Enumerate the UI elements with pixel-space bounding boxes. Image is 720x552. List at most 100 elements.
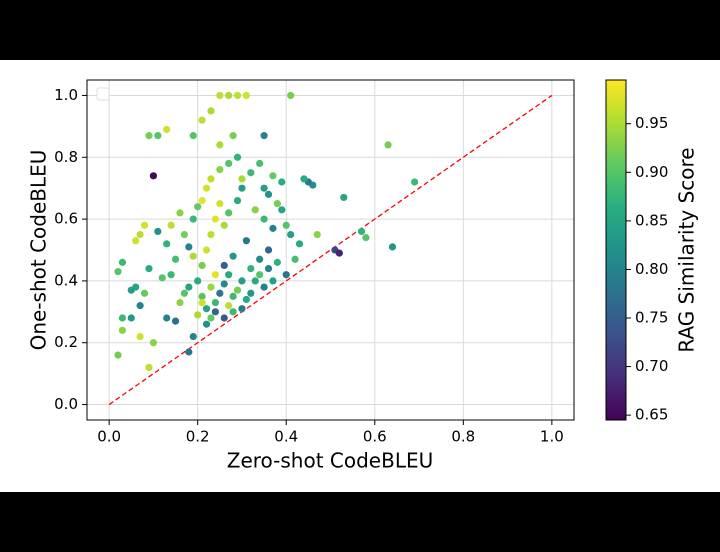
scatter-point — [256, 159, 264, 168]
x-tick-label: 0.2 — [186, 428, 210, 446]
scatter-point — [260, 132, 268, 140]
scatter-point — [269, 172, 277, 180]
scatter-point — [233, 91, 242, 100]
scatter-point — [238, 277, 246, 285]
scatter-point — [247, 289, 255, 297]
scatter-point — [211, 298, 219, 307]
scatter-point — [158, 274, 166, 282]
scatter-point — [220, 221, 228, 229]
scatter-point — [229, 308, 237, 316]
scatter-point — [207, 314, 215, 322]
scatter-point — [154, 132, 162, 140]
scatter-point — [273, 200, 281, 208]
scatter-point — [140, 221, 149, 229]
scatter-point — [282, 271, 290, 279]
colorbar — [605, 79, 627, 421]
colorbar-label: RAG Similarity Score — [675, 147, 699, 352]
scatter-point — [202, 320, 211, 328]
scatter-point — [388, 243, 397, 251]
scatter-point — [278, 206, 286, 214]
scatter-point — [198, 116, 206, 124]
scatter-point — [163, 125, 171, 134]
y-tick-label: 0.4 — [54, 271, 78, 289]
scatter-point — [202, 305, 211, 313]
scatter-point — [260, 184, 268, 192]
scatter-point — [171, 255, 180, 263]
scatter-point — [154, 227, 162, 236]
scatter-point — [163, 314, 171, 322]
scatter-point — [189, 132, 197, 140]
colorbar-tick-label: 0.75 — [635, 309, 668, 327]
y-tick-label: 0.0 — [54, 395, 78, 413]
scatter-point — [163, 240, 171, 248]
scatter-point — [127, 286, 135, 294]
scatter-point — [340, 193, 348, 202]
scatter-point — [198, 292, 206, 300]
scatter-point — [242, 237, 250, 245]
scatter-point — [362, 234, 370, 242]
scatter-point — [357, 227, 366, 236]
scatter-point — [216, 91, 224, 100]
y-axis-label: One-shot CodeBLEU — [27, 150, 51, 351]
scatter-point — [185, 243, 193, 251]
scatter-point — [256, 255, 264, 263]
scatter-point — [411, 178, 419, 186]
y-tick-label: 0.6 — [54, 210, 78, 228]
scatter-point — [335, 249, 343, 257]
scatter-point — [114, 268, 122, 276]
scatter-point — [313, 230, 321, 239]
scatter-point — [189, 332, 197, 341]
scatter-point — [242, 91, 250, 100]
scatter-point — [202, 184, 211, 192]
scatter-point — [118, 258, 127, 266]
scatter-point — [282, 221, 290, 229]
x-tick-label: 0.6 — [363, 428, 387, 446]
scatter-point — [238, 175, 246, 183]
colorbar-tick-label: 0.65 — [635, 406, 668, 424]
scatter-point — [264, 246, 273, 254]
scatter-point — [384, 141, 392, 149]
scatter-point — [295, 240, 304, 248]
scatter-point — [233, 153, 242, 161]
scatter-point — [220, 314, 228, 322]
scatter-point — [189, 215, 197, 223]
scatter-point — [207, 107, 215, 115]
scatter-point — [256, 271, 264, 279]
scatter-point — [118, 326, 127, 334]
x-tick-label: 0.4 — [274, 428, 298, 446]
scatter-point — [194, 277, 202, 285]
scatter-point — [251, 277, 259, 285]
scatter-point — [251, 206, 259, 214]
colorbar-tick-label: 0.80 — [635, 260, 668, 278]
scatter-point — [198, 196, 206, 205]
scatter-point — [149, 172, 158, 180]
scatter-point — [264, 190, 273, 198]
scatter-point — [202, 246, 211, 254]
scatter-point — [216, 166, 224, 174]
scatter-point — [216, 289, 224, 297]
scatter-point — [207, 230, 215, 239]
scatter-point — [132, 237, 140, 245]
legend — [96, 87, 110, 101]
scatter-point — [211, 215, 219, 223]
scatter-point — [247, 264, 255, 273]
colorbar-tick-label: 0.70 — [635, 357, 668, 375]
scatter-point — [136, 302, 144, 310]
scatter-point — [185, 348, 193, 356]
scatter-point — [287, 230, 295, 239]
scatter-point — [185, 283, 193, 291]
x-axis-label: Zero-shot CodeBLEU — [227, 449, 433, 473]
scatter-point — [273, 258, 281, 266]
y-tick-label: 0.2 — [54, 333, 78, 351]
scatter-point — [140, 289, 149, 297]
scatter-point — [225, 159, 233, 168]
scatter-point — [211, 308, 219, 316]
scatter-point — [198, 298, 206, 307]
scatter-point — [198, 261, 206, 270]
scatter-point — [207, 283, 215, 291]
scatter-point — [127, 314, 135, 322]
x-tick-label: 0.0 — [97, 428, 121, 446]
scatter-point — [242, 295, 250, 304]
plot-area — [87, 80, 574, 420]
